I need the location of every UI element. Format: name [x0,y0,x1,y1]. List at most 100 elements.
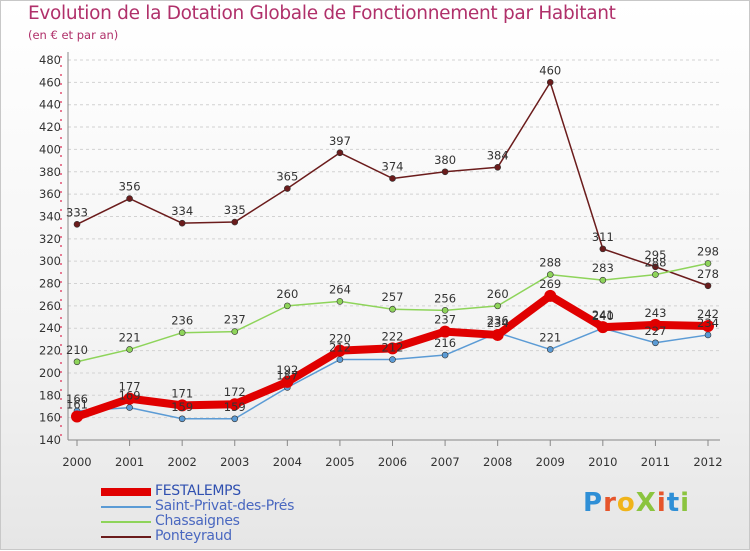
data-label: 227 [644,324,666,338]
logo-letter: P [583,488,604,518]
x-tick-label: 2000 [62,455,91,469]
data-label: 241 [592,308,614,322]
data-label: 159 [224,400,246,414]
data-point [228,398,241,411]
data-label: 257 [382,290,404,304]
data-label: 380 [434,153,456,167]
data-label: 210 [66,343,88,357]
data-point [544,289,557,302]
data-point [231,328,239,335]
y-tick-label: 340 [39,209,61,223]
data-point [126,404,133,411]
data-label: 221 [119,330,141,344]
data-label: 221 [539,330,561,344]
x-tick-label: 2012 [693,455,722,469]
data-label: 234 [697,316,719,330]
data-point [441,168,449,176]
data-point [596,321,609,334]
y-tick-label: 140 [39,433,61,447]
logo-letter: X [635,488,657,518]
data-point [702,320,714,332]
data-point [284,185,291,192]
data-point [599,276,607,284]
data-point [546,271,554,278]
data-point [333,344,346,357]
data-label: 237 [224,313,246,327]
y-tick-label: 180 [39,388,61,402]
data-label: 236 [171,314,193,328]
x-tick-label: 2004 [273,455,302,469]
data-point [281,375,294,388]
x-tick-label: 2008 [483,455,512,469]
x-tick-label: 2009 [536,455,565,469]
data-point [231,218,239,226]
data-point [178,329,186,337]
data-label: 288 [539,256,561,270]
data-label: 172 [224,385,246,399]
data-point [652,263,659,271]
data-point [231,415,239,423]
y-tick-label: 420 [39,120,61,134]
x-tick-label: 2011 [641,455,670,469]
data-label: 159 [171,400,193,414]
data-point [176,399,189,412]
data-point [389,175,396,182]
logo-letter: r [603,488,617,518]
data-label: 212 [329,341,351,355]
data-label: 288 [644,256,666,270]
data-label: 256 [434,291,456,305]
data-label: 269 [539,277,561,291]
data-point [284,302,291,310]
x-tick-label: 2001 [115,455,144,469]
data-label: 260 [276,287,298,301]
data-label: 216 [434,336,456,350]
data-label: 374 [382,159,404,173]
legend-swatch [101,488,151,496]
data-label: 365 [276,170,298,184]
data-label: 260 [487,287,509,301]
data-point [178,219,186,227]
data-point [439,325,452,338]
data-label: 169 [119,389,141,403]
data-label: 166 [66,392,88,406]
data-label: 240 [592,309,614,323]
data-point [599,245,607,253]
chart-title: Evolution de la Dotation Globale de Fonc… [28,3,616,24]
x-tick-label: 2005 [325,455,354,469]
data-point [704,282,712,290]
data-point [389,305,396,313]
data-label: 192 [276,363,298,377]
x-tick-label: 2010 [588,455,617,469]
data-point [73,358,81,366]
data-label: 278 [697,267,719,281]
x-tick-label: 2007 [430,455,459,469]
data-point [704,260,712,267]
data-point [649,318,662,331]
logo-letter: i [680,488,691,518]
data-label: 243 [644,306,666,320]
data-point [389,356,396,363]
data-point [126,195,133,202]
data-point [441,351,449,359]
logo-letter: i [656,488,667,518]
proxiti-logo: ProXiti [583,488,690,518]
x-tick-label: 2003 [220,455,249,469]
data-label: 334 [171,204,193,218]
data-label: 460 [539,63,561,77]
data-label: 356 [119,180,141,194]
data-point [71,410,83,423]
data-label: 384 [487,148,509,162]
data-label: 397 [329,134,351,148]
data-point [652,339,659,347]
data-label: 161 [66,398,88,412]
data-label: 236 [487,314,509,328]
data-point [178,415,186,423]
data-point [494,163,501,171]
data-label: 212 [382,341,404,355]
data-point [494,302,501,310]
logo-letter: t [666,488,681,518]
data-point [652,271,659,278]
data-point [73,220,81,228]
data-point [441,307,449,314]
